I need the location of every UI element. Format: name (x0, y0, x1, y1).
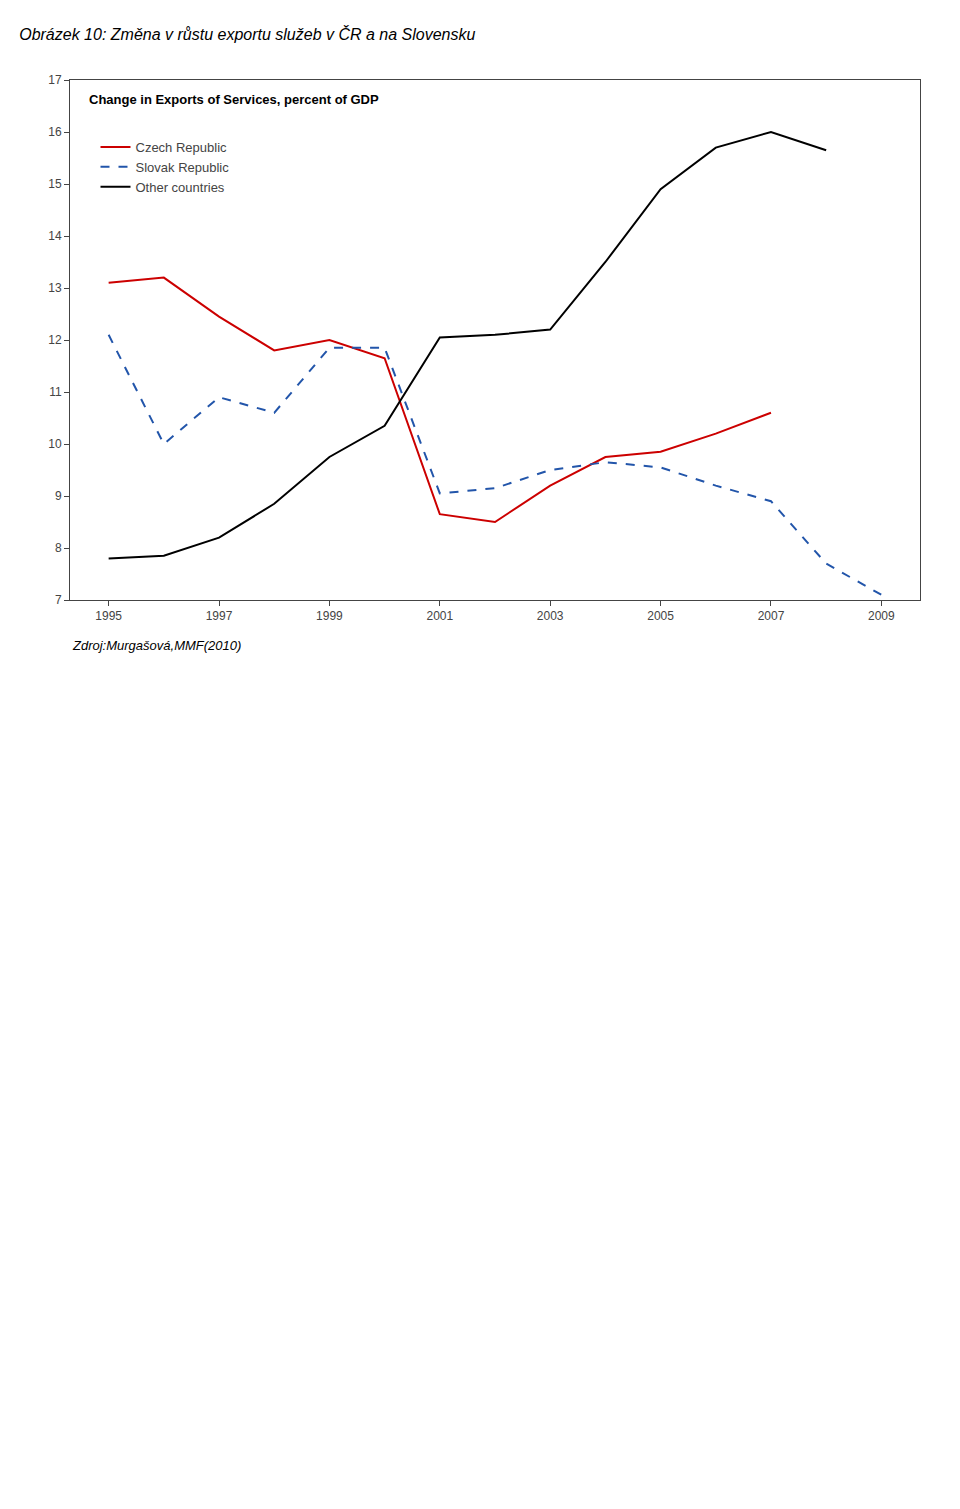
svg-text:Change in Exports of Services,: Change in Exports of Services, percent o… (89, 92, 379, 107)
svg-text:1997: 1997 (206, 609, 233, 623)
svg-text:2007: 2007 (758, 609, 785, 623)
svg-text:15: 15 (48, 177, 62, 191)
svg-text:17: 17 (48, 73, 62, 87)
svg-text:Slovak Republic: Slovak Republic (136, 160, 230, 175)
svg-text:16: 16 (48, 125, 62, 139)
svg-text:12: 12 (48, 333, 62, 347)
svg-text:11: 11 (49, 385, 62, 399)
svg-text:2003: 2003 (537, 609, 564, 623)
svg-text:2005: 2005 (647, 609, 674, 623)
svg-text:1999: 1999 (316, 609, 343, 623)
svg-text:10: 10 (48, 437, 62, 451)
svg-text:Obrázek 10: Změna v růstu expo: Obrázek 10: Změna v růstu exportu služeb… (19, 25, 475, 43)
svg-text:8: 8 (55, 541, 62, 555)
svg-text:2009: 2009 (868, 609, 895, 623)
svg-text:Other countries: Other countries (136, 180, 225, 195)
svg-text:2001: 2001 (426, 609, 453, 623)
svg-text:1995: 1995 (95, 609, 122, 623)
svg-text:13: 13 (48, 281, 62, 295)
svg-text:Czech Republic: Czech Republic (136, 140, 228, 155)
svg-text:7: 7 (55, 593, 62, 607)
svg-text:14: 14 (48, 229, 62, 243)
svg-text:9: 9 (55, 489, 62, 503)
svg-text:Zdroj:Murgašová,MMF(2010): Zdroj:Murgašová,MMF(2010) (72, 638, 241, 653)
